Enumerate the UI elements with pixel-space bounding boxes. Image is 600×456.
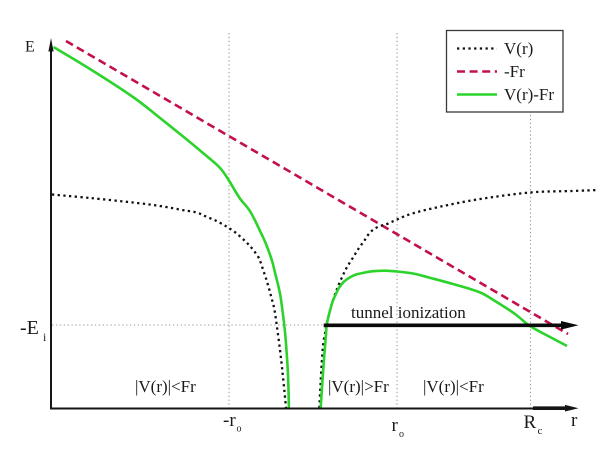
svg-text:|V(r)|>Fr: |V(r)|>Fr xyxy=(328,377,389,396)
svg-text:c: c xyxy=(538,425,543,437)
svg-text:V(r)-Fr: V(r)-Fr xyxy=(504,85,554,104)
svg-text:|V(r)|<Fr: |V(r)|<Fr xyxy=(423,377,484,396)
svg-text:V(r): V(r) xyxy=(504,39,533,58)
svg-text:i: i xyxy=(43,330,47,344)
svg-text:r: r xyxy=(571,410,578,431)
svg-text:r: r xyxy=(392,415,399,436)
svg-text:-E: -E xyxy=(20,317,39,339)
svg-text:R: R xyxy=(524,412,537,433)
svg-text:E: E xyxy=(25,39,35,56)
svg-text:tunnel ionization: tunnel ionization xyxy=(351,303,466,322)
svg-text:o: o xyxy=(237,424,242,435)
svg-text:-Fr: -Fr xyxy=(504,62,525,81)
svg-text:o: o xyxy=(399,429,404,440)
svg-text:|V(r)|<Fr: |V(r)|<Fr xyxy=(135,377,196,396)
svg-text:-r: -r xyxy=(223,410,236,431)
